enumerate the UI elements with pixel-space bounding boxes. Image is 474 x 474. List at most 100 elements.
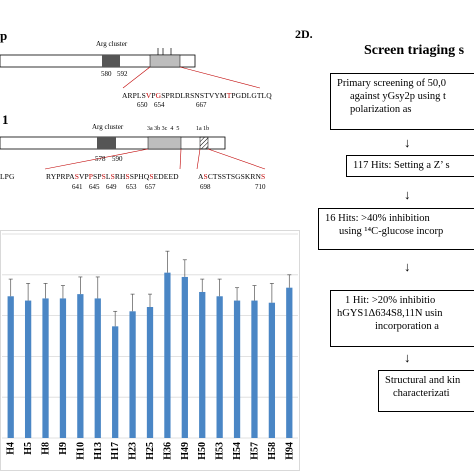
tick-label-H94: H94 <box>284 442 295 460</box>
flow-box-4-line-3: incorporation a <box>375 321 439 332</box>
panel-c-top-label: p <box>0 28 8 43</box>
protein2-seq-segment: S <box>149 172 154 181</box>
protein2-seq-segment: S <box>125 172 130 181</box>
protein2-arg-end: 590 <box>112 155 123 163</box>
protein2-site-698: 698 <box>200 183 211 191</box>
protein2-seq-segment: L <box>105 172 111 181</box>
protein1-arg-end: 592 <box>117 70 128 78</box>
tick-label-H58: H58 <box>267 442 278 460</box>
protein2-site1-box <box>199 136 209 150</box>
bar-H49 <box>181 276 188 438</box>
protein2-diagram <box>0 136 266 170</box>
protein1-seq-segment: T <box>226 91 232 100</box>
protein2-arg-cluster-label: Arg cluster <box>92 123 124 131</box>
flow-box-2-line-1: 117 Hits: Setting a Z’ s <box>353 160 450 171</box>
protein2-seq-segment: S <box>101 172 106 181</box>
bar-H13 <box>94 298 101 438</box>
protein2-seq-segment: SP <box>93 172 102 181</box>
protein2-site-710: 710 <box>255 183 266 191</box>
flow-box-3: 16 Hits: >40% inhibition using ¹⁴C-gluco… <box>318 208 474 250</box>
protein1-site-650: 650 <box>137 101 148 109</box>
flow-arrow-2: ↓ <box>404 187 411 202</box>
protein1-sequence: ARPLSVPGSPRDLRSNSTVYMTPGDLGTLQ <box>122 91 272 100</box>
protein2-seq2-segment: A <box>198 172 204 181</box>
tick-label-H57: H57 <box>249 442 260 460</box>
tick-label-H4: H4 <box>6 442 17 455</box>
bar-H25 <box>146 307 154 438</box>
flow-arrow-4: ↓ <box>404 350 411 365</box>
bar-H10 <box>77 294 84 438</box>
panel-d-label: 2D. <box>295 27 313 41</box>
protein1-seq-segment: PGDLGTLQ <box>231 91 272 100</box>
bar-H94 <box>286 287 293 438</box>
protein1-seq-segment: V <box>145 91 152 100</box>
flow-box-1-line-2: against yGsy2p using t <box>350 91 446 102</box>
protein2-seq-segment: VP <box>78 172 89 181</box>
bar-H53 <box>216 296 223 438</box>
protein2-sequence-2: ASCTSSTSGSKRNS <box>198 172 265 181</box>
protein1-phospho-box <box>149 54 181 68</box>
bar-H50 <box>199 291 206 438</box>
protein1-arg-cluster-label: Arg cluster <box>96 40 128 48</box>
chart-frame <box>0 230 300 471</box>
protein1-bar <box>0 54 196 68</box>
bar-H23 <box>129 311 136 438</box>
protein2-seq-segment: S <box>110 172 115 181</box>
flow-box-5: Structural and kin characterizati <box>378 370 474 412</box>
tick-label-H8: H8 <box>41 442 52 455</box>
protein2-seq-segment: RH <box>114 172 126 181</box>
bar-H57 <box>251 300 258 438</box>
protein1-seq-segment: S <box>161 91 166 100</box>
protein2-site-645: 645 <box>89 183 100 191</box>
flow-box-5-line-1: Structural and kin <box>385 375 461 386</box>
protein1-seq-segment: P <box>151 91 156 100</box>
protein2-site-labels-2: 1a 1b <box>196 126 210 132</box>
bar-H36 <box>164 272 171 438</box>
tick-label-H25: H25 <box>145 442 156 460</box>
flow-box-3-line-2: using ¹⁴C-glucose incorp <box>339 226 444 237</box>
protein1-diagram <box>0 48 260 89</box>
protein2-seq-segment: P <box>88 172 94 181</box>
panel-c-mid-label: 1 <box>2 112 9 127</box>
protein1-arg-cluster-box <box>102 55 120 67</box>
protein2-seq-segment: SPHQ <box>129 172 150 181</box>
flow-box-4: 1 Hit: >20% inhibitio hGYS1Δ634S8,11N us… <box>330 290 474 347</box>
bar-H58 <box>268 302 276 438</box>
protein2-site-649: 649 <box>106 183 117 191</box>
flow-box-1-line-1: Primary screening of 50,0 <box>337 78 447 89</box>
protein2-seq-segment: EDEED <box>153 172 179 181</box>
protein1-site-654: 654 <box>154 101 165 109</box>
flow-box-1-line-3: polarization as <box>350 104 412 115</box>
protein1-site-667: 667 <box>196 101 207 109</box>
flow-arrow-3: ↓ <box>404 259 411 274</box>
protein2-site-657: 657 <box>145 183 156 191</box>
tick-label-H5: H5 <box>23 442 34 455</box>
protein2-site-653: 653 <box>126 183 137 191</box>
flow-box-3-line-1: 16 Hits: >40% inhibition <box>325 213 430 224</box>
tick-label-H17: H17 <box>110 442 121 460</box>
protein1-seq-segment: ARPLS <box>122 91 146 100</box>
protein1-arg-start: 580 <box>101 70 112 78</box>
protein2-seq-segment: S <box>74 172 79 181</box>
tick-label-H54: H54 <box>232 442 243 460</box>
tick-label-H13: H13 <box>93 442 104 460</box>
panel-d-title: Screen triaging s <box>364 43 465 58</box>
flow-arrow-1: ↓ <box>404 135 411 150</box>
bar-H54 <box>233 300 241 438</box>
protein2-sequence: RYPRPASVPPSPSLSRHSSPHQSEDEED <box>46 172 179 181</box>
bar-H4 <box>7 296 14 438</box>
tick-label-H10: H10 <box>75 442 86 460</box>
protein2-site-641: 641 <box>72 183 83 191</box>
flow-box-1: Primary screening of 50,0 against yGsy2p… <box>330 73 474 130</box>
tick-label-H50: H50 <box>197 442 208 460</box>
tick-label-H9: H9 <box>58 442 69 455</box>
tick-label-H36: H36 <box>162 442 173 460</box>
protein2-seq2-segment: S <box>261 172 266 181</box>
bar-H9 <box>59 298 67 438</box>
bar-H8 <box>42 298 49 438</box>
protein2-site-labels: 3a 3b 3c 4 5 <box>147 126 180 132</box>
flow-box-2: 117 Hits: Setting a Z’ s <box>346 155 474 177</box>
tick-label-H49: H49 <box>180 442 191 460</box>
protein2-seq2-segment: S <box>203 172 208 181</box>
protein2-arg-cluster-box <box>97 137 116 149</box>
